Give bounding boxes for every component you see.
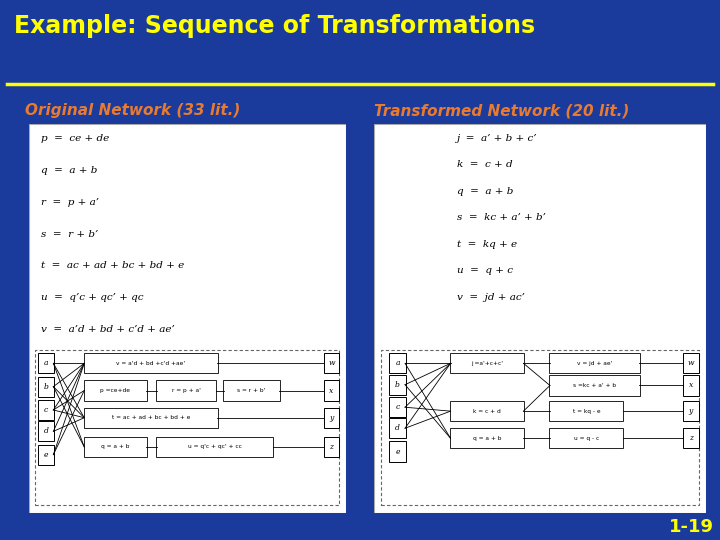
Text: a: a bbox=[44, 359, 48, 367]
Text: q  =  a + b: q = a + b bbox=[42, 166, 98, 175]
Text: q = a + b: q = a + b bbox=[101, 444, 130, 449]
Text: Original Network (33 lit.): Original Network (33 lit.) bbox=[25, 103, 240, 118]
FancyBboxPatch shape bbox=[84, 408, 218, 428]
FancyBboxPatch shape bbox=[549, 428, 624, 448]
Text: j =a'+c+c': j =a'+c+c' bbox=[471, 361, 503, 366]
Text: s = r + b': s = r + b' bbox=[237, 388, 266, 393]
FancyBboxPatch shape bbox=[38, 376, 54, 397]
Text: p =ce+de: p =ce+de bbox=[100, 388, 130, 393]
Text: v  =  jd + ac’: v = jd + ac’ bbox=[457, 293, 525, 301]
Text: y: y bbox=[329, 414, 333, 422]
FancyBboxPatch shape bbox=[29, 124, 346, 513]
FancyBboxPatch shape bbox=[38, 444, 54, 465]
Text: x: x bbox=[329, 387, 333, 395]
Text: u  =  q + c: u = q + c bbox=[457, 266, 513, 275]
Text: v = a'd + bd +c'd +ae': v = a'd + bd +c'd +ae' bbox=[116, 361, 185, 366]
Text: u  =  q’c + qc’ + qc: u = q’c + qc’ + qc bbox=[42, 293, 144, 302]
FancyBboxPatch shape bbox=[390, 375, 405, 395]
Text: k  =  c + d: k = c + d bbox=[457, 160, 513, 170]
FancyBboxPatch shape bbox=[323, 380, 339, 401]
Text: r  =  p + a’: r = p + a’ bbox=[42, 198, 99, 207]
FancyBboxPatch shape bbox=[38, 421, 54, 442]
FancyBboxPatch shape bbox=[84, 437, 147, 457]
FancyBboxPatch shape bbox=[223, 380, 279, 401]
FancyBboxPatch shape bbox=[390, 418, 405, 438]
Text: x: x bbox=[688, 381, 693, 389]
FancyBboxPatch shape bbox=[35, 350, 339, 505]
Text: v  =  a’d + bd + c’d + ae’: v = a’d + bd + c’d + ae’ bbox=[42, 325, 175, 334]
Text: Transformed Network (20 lit.): Transformed Network (20 lit.) bbox=[374, 103, 629, 118]
Text: s  =  kc + a’ + b’: s = kc + a’ + b’ bbox=[457, 213, 546, 222]
FancyBboxPatch shape bbox=[549, 353, 640, 374]
FancyBboxPatch shape bbox=[38, 353, 54, 374]
FancyBboxPatch shape bbox=[549, 401, 624, 421]
Text: y: y bbox=[688, 407, 693, 415]
FancyBboxPatch shape bbox=[323, 408, 339, 428]
FancyBboxPatch shape bbox=[549, 375, 640, 396]
Text: d: d bbox=[44, 427, 49, 435]
FancyBboxPatch shape bbox=[683, 401, 699, 421]
Text: z: z bbox=[329, 443, 333, 451]
FancyBboxPatch shape bbox=[390, 353, 405, 374]
Text: t  =  ac + ad + bc + bd + e: t = ac + ad + bc + bd + e bbox=[42, 261, 185, 271]
Text: s =kc + a' + b: s =kc + a' + b bbox=[573, 383, 616, 388]
FancyBboxPatch shape bbox=[323, 353, 339, 374]
FancyBboxPatch shape bbox=[84, 353, 218, 374]
Text: q = a + b: q = a + b bbox=[473, 436, 501, 441]
FancyBboxPatch shape bbox=[390, 442, 405, 462]
Text: t = kq - e: t = kq - e bbox=[572, 409, 600, 414]
FancyBboxPatch shape bbox=[381, 350, 699, 505]
Text: w: w bbox=[688, 359, 694, 367]
Text: r = p + a': r = p + a' bbox=[172, 388, 201, 393]
Text: q  =  a + b: q = a + b bbox=[457, 187, 513, 196]
FancyBboxPatch shape bbox=[683, 428, 699, 448]
Text: c: c bbox=[395, 403, 400, 411]
Text: v = jd + ae': v = jd + ae' bbox=[577, 361, 612, 366]
FancyBboxPatch shape bbox=[156, 437, 274, 457]
Text: u = q - c: u = q - c bbox=[574, 436, 599, 441]
Text: w: w bbox=[328, 359, 335, 367]
FancyBboxPatch shape bbox=[38, 400, 54, 420]
FancyBboxPatch shape bbox=[156, 380, 216, 401]
FancyBboxPatch shape bbox=[450, 353, 524, 374]
Text: u = q'c + qc' + cc: u = q'c + qc' + cc bbox=[188, 444, 242, 449]
Text: e: e bbox=[395, 448, 400, 456]
Text: j  =  a’ + b + c’: j = a’ + b + c’ bbox=[457, 134, 538, 143]
Text: b: b bbox=[44, 383, 49, 390]
Text: c: c bbox=[44, 406, 48, 414]
Text: t  =  kq + e: t = kq + e bbox=[457, 240, 518, 249]
Text: a: a bbox=[395, 359, 400, 367]
Text: z: z bbox=[689, 434, 693, 442]
Text: d: d bbox=[395, 424, 400, 432]
FancyBboxPatch shape bbox=[450, 428, 524, 448]
Text: 1-19: 1-19 bbox=[668, 517, 714, 536]
FancyBboxPatch shape bbox=[374, 124, 706, 513]
FancyBboxPatch shape bbox=[450, 401, 524, 421]
FancyBboxPatch shape bbox=[84, 380, 147, 401]
Text: p  =  ce + de: p = ce + de bbox=[42, 134, 109, 143]
FancyBboxPatch shape bbox=[683, 375, 699, 396]
FancyBboxPatch shape bbox=[323, 437, 339, 457]
Text: k = c + d: k = c + d bbox=[473, 409, 501, 414]
Text: e: e bbox=[44, 451, 48, 458]
FancyBboxPatch shape bbox=[683, 353, 699, 374]
FancyBboxPatch shape bbox=[390, 397, 405, 417]
Text: s  =  r + b’: s = r + b’ bbox=[42, 230, 99, 239]
Text: t = ac + ad + bc + bd + e: t = ac + ad + bc + bd + e bbox=[112, 415, 190, 420]
Text: Example: Sequence of Transformations: Example: Sequence of Transformations bbox=[14, 14, 536, 38]
Text: b: b bbox=[395, 381, 400, 389]
